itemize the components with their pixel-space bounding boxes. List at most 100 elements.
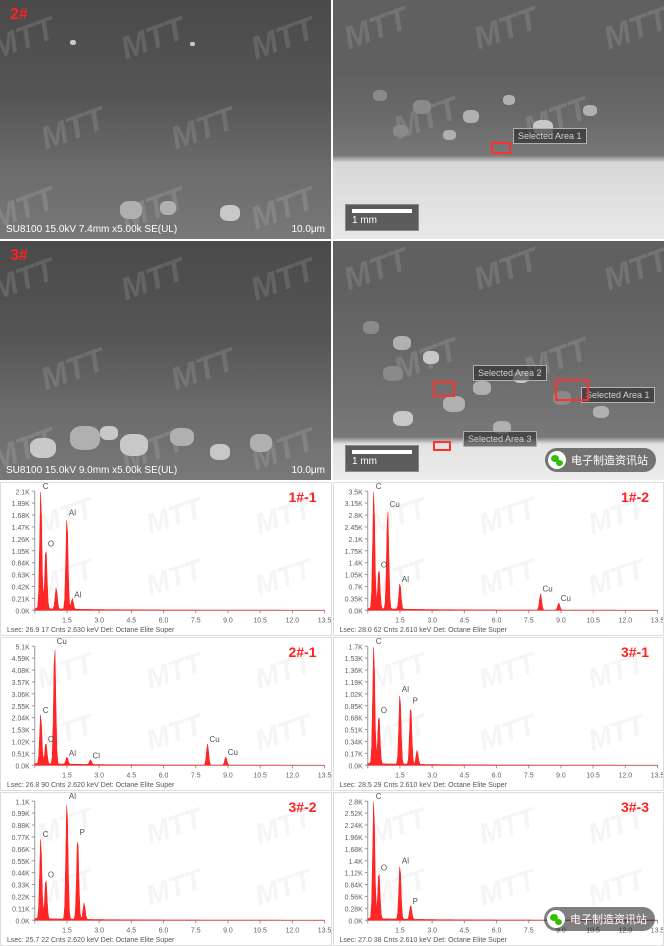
selected-area-marker bbox=[433, 381, 455, 397]
svg-text:0.0K: 0.0K bbox=[16, 918, 31, 925]
svg-text:2.24K: 2.24K bbox=[344, 823, 362, 830]
svg-text:7.5: 7.5 bbox=[523, 773, 533, 780]
sem-row-1: MTT MTT MTT MTT MTT MTT MTT MTT 2# SU810… bbox=[0, 0, 664, 239]
svg-text:0.34K: 0.34K bbox=[344, 740, 362, 747]
svg-text:9.0: 9.0 bbox=[223, 773, 233, 780]
svg-text:1.1K: 1.1K bbox=[16, 799, 31, 806]
svg-text:4.5: 4.5 bbox=[459, 618, 469, 625]
svg-text:Al: Al bbox=[401, 575, 408, 584]
svg-text:C: C bbox=[43, 483, 49, 491]
svg-text:3.15K: 3.15K bbox=[344, 501, 362, 508]
svg-text:0.0K: 0.0K bbox=[348, 918, 363, 925]
svg-text:2.1K: 2.1K bbox=[348, 537, 363, 544]
svg-text:6.0: 6.0 bbox=[491, 773, 501, 780]
svg-text:P: P bbox=[412, 697, 417, 706]
svg-text:MTT: MTT bbox=[251, 707, 318, 757]
svg-text:0.51K: 0.51K bbox=[12, 752, 30, 759]
svg-text:6.0: 6.0 bbox=[491, 618, 501, 625]
spectrum-footer: Lsec: 27.0 38 Cnts 2.610 keV Det: Octane… bbox=[340, 937, 507, 944]
svg-text:MTT: MTT bbox=[584, 552, 651, 602]
svg-text:1.53K: 1.53K bbox=[344, 656, 362, 663]
spectrum-footer: Lsec: 25.7 22 Cnts 2.620 keV Det: Octane… bbox=[7, 937, 174, 944]
svg-text:Al: Al bbox=[401, 685, 408, 694]
svg-text:4.59K: 4.59K bbox=[12, 656, 30, 663]
svg-text:1.5: 1.5 bbox=[395, 773, 405, 780]
svg-text:4.08K: 4.08K bbox=[12, 668, 30, 675]
svg-text:1.53K: 1.53K bbox=[12, 728, 30, 735]
svg-text:1.4K: 1.4K bbox=[348, 859, 363, 866]
svg-text:2.55K: 2.55K bbox=[12, 704, 30, 711]
spectrum-label: 3#-1 bbox=[621, 644, 649, 660]
svg-text:MTT: MTT bbox=[142, 490, 209, 540]
svg-text:0.56K: 0.56K bbox=[344, 895, 362, 902]
svg-text:1.19K: 1.19K bbox=[344, 680, 362, 687]
svg-text:C: C bbox=[375, 483, 381, 491]
svg-text:12.0: 12.0 bbox=[286, 618, 300, 625]
svg-text:0.28K: 0.28K bbox=[344, 906, 362, 913]
wechat-label: 电子制造资讯站 bbox=[570, 911, 647, 927]
svg-text:MTT: MTT bbox=[474, 645, 541, 695]
svg-text:7.5: 7.5 bbox=[191, 618, 201, 625]
sem-caption-left: SU8100 15.0kV 9.0mm x5.00k SE(UL) bbox=[6, 465, 177, 476]
spectrum-chart: MTTMTTMTTMTTMTTMTT0.0K0.17K0.34K0.51K0.6… bbox=[334, 638, 664, 790]
svg-text:7.5: 7.5 bbox=[191, 928, 201, 935]
spectrum-3-3: MTTMTTMTTMTTMTTMTT0.0K0.28K0.56K0.84K1.1… bbox=[333, 792, 664, 946]
spectrum-3-2: MTTMTTMTTMTTMTTMTT0.0K0.11K0.22K0.33K0.4… bbox=[0, 792, 332, 946]
sem-panel-3-right: MTT MTT MTT MTT MTT Selected Area 2 Sele… bbox=[333, 241, 664, 480]
spectra-grid: MTTMTTMTTMTTMTTMTT0.0K0.21K0.42K0.63K0.8… bbox=[0, 482, 664, 946]
spectrum-1-2: MTTMTTMTTMTTMTTMTT0.0K0.35K0.7K1.05K1.4K… bbox=[333, 482, 664, 636]
svg-text:0.33K: 0.33K bbox=[12, 883, 30, 890]
svg-text:MTT: MTT bbox=[33, 645, 100, 695]
svg-text:Al: Al bbox=[69, 793, 76, 801]
svg-text:O: O bbox=[380, 706, 386, 715]
svg-text:6.0: 6.0 bbox=[491, 928, 501, 935]
sem-caption: SU8100 15.0kV 9.0mm x5.00k SE(UL) 10.0μm bbox=[6, 465, 325, 476]
svg-text:3.0: 3.0 bbox=[94, 928, 104, 935]
selected-area-label: Selected Area 1 bbox=[581, 387, 655, 403]
svg-text:0.22K: 0.22K bbox=[12, 895, 30, 902]
svg-text:1.5: 1.5 bbox=[395, 928, 405, 935]
svg-text:Al: Al bbox=[69, 509, 76, 518]
spectrum-3-1: MTTMTTMTTMTTMTTMTT0.0K0.17K0.34K0.51K0.6… bbox=[333, 637, 664, 791]
svg-text:1.4K: 1.4K bbox=[348, 561, 363, 568]
svg-text:1.5: 1.5 bbox=[395, 618, 405, 625]
svg-text:1.68K: 1.68K bbox=[12, 513, 30, 520]
svg-text:MTT: MTT bbox=[251, 552, 318, 602]
svg-text:O: O bbox=[48, 735, 54, 744]
svg-text:13.5: 13.5 bbox=[650, 773, 663, 780]
svg-text:C: C bbox=[43, 830, 49, 839]
svg-text:O: O bbox=[48, 540, 54, 549]
svg-text:10.5: 10.5 bbox=[253, 773, 267, 780]
spectrum-label: 2#-1 bbox=[288, 644, 316, 660]
svg-text:2.04K: 2.04K bbox=[12, 716, 30, 723]
sem-panel-2-left: MTT MTT MTT MTT MTT MTT MTT MTT 2# SU810… bbox=[0, 0, 331, 239]
svg-text:C: C bbox=[375, 638, 381, 646]
svg-text:1.68K: 1.68K bbox=[344, 847, 362, 854]
svg-text:MTT: MTT bbox=[584, 862, 651, 912]
sem-row-2: MTT MTT MTT MTT MTT MTT MTT MTT 3# SU810… bbox=[0, 241, 664, 480]
svg-text:9.0: 9.0 bbox=[556, 773, 566, 780]
svg-text:1.5: 1.5 bbox=[62, 618, 72, 625]
svg-text:3.5K: 3.5K bbox=[348, 490, 363, 497]
svg-text:3.0: 3.0 bbox=[427, 928, 437, 935]
selected-area-marker bbox=[555, 379, 589, 401]
spectrum-footer: Lsec: 26.8 90 Cnts 2.620 keV Det: Octane… bbox=[7, 782, 174, 789]
svg-text:4.5: 4.5 bbox=[459, 773, 469, 780]
svg-text:3.0: 3.0 bbox=[94, 618, 104, 625]
sem-caption: SU8100 15.0kV 7.4mm x5.00k SE(UL) 10.0μm bbox=[6, 224, 325, 235]
sem-caption-right: 10.0μm bbox=[291, 465, 325, 476]
svg-text:1.75K: 1.75K bbox=[344, 549, 362, 556]
svg-text:Al: Al bbox=[401, 856, 408, 865]
svg-text:6.0: 6.0 bbox=[159, 618, 169, 625]
selected-area-marker bbox=[433, 441, 451, 451]
spectrum-label: 1#-1 bbox=[288, 489, 316, 505]
svg-text:0.7K: 0.7K bbox=[348, 585, 363, 592]
svg-text:3.06K: 3.06K bbox=[12, 692, 30, 699]
svg-text:MTT: MTT bbox=[474, 490, 541, 540]
svg-text:MTT: MTT bbox=[365, 490, 432, 540]
svg-text:5.1K: 5.1K bbox=[16, 644, 31, 651]
svg-text:Al: Al bbox=[74, 591, 81, 600]
svg-text:1.89K: 1.89K bbox=[12, 501, 30, 508]
svg-text:O: O bbox=[380, 864, 386, 873]
selected-area-label: Selected Area 3 bbox=[463, 431, 537, 447]
